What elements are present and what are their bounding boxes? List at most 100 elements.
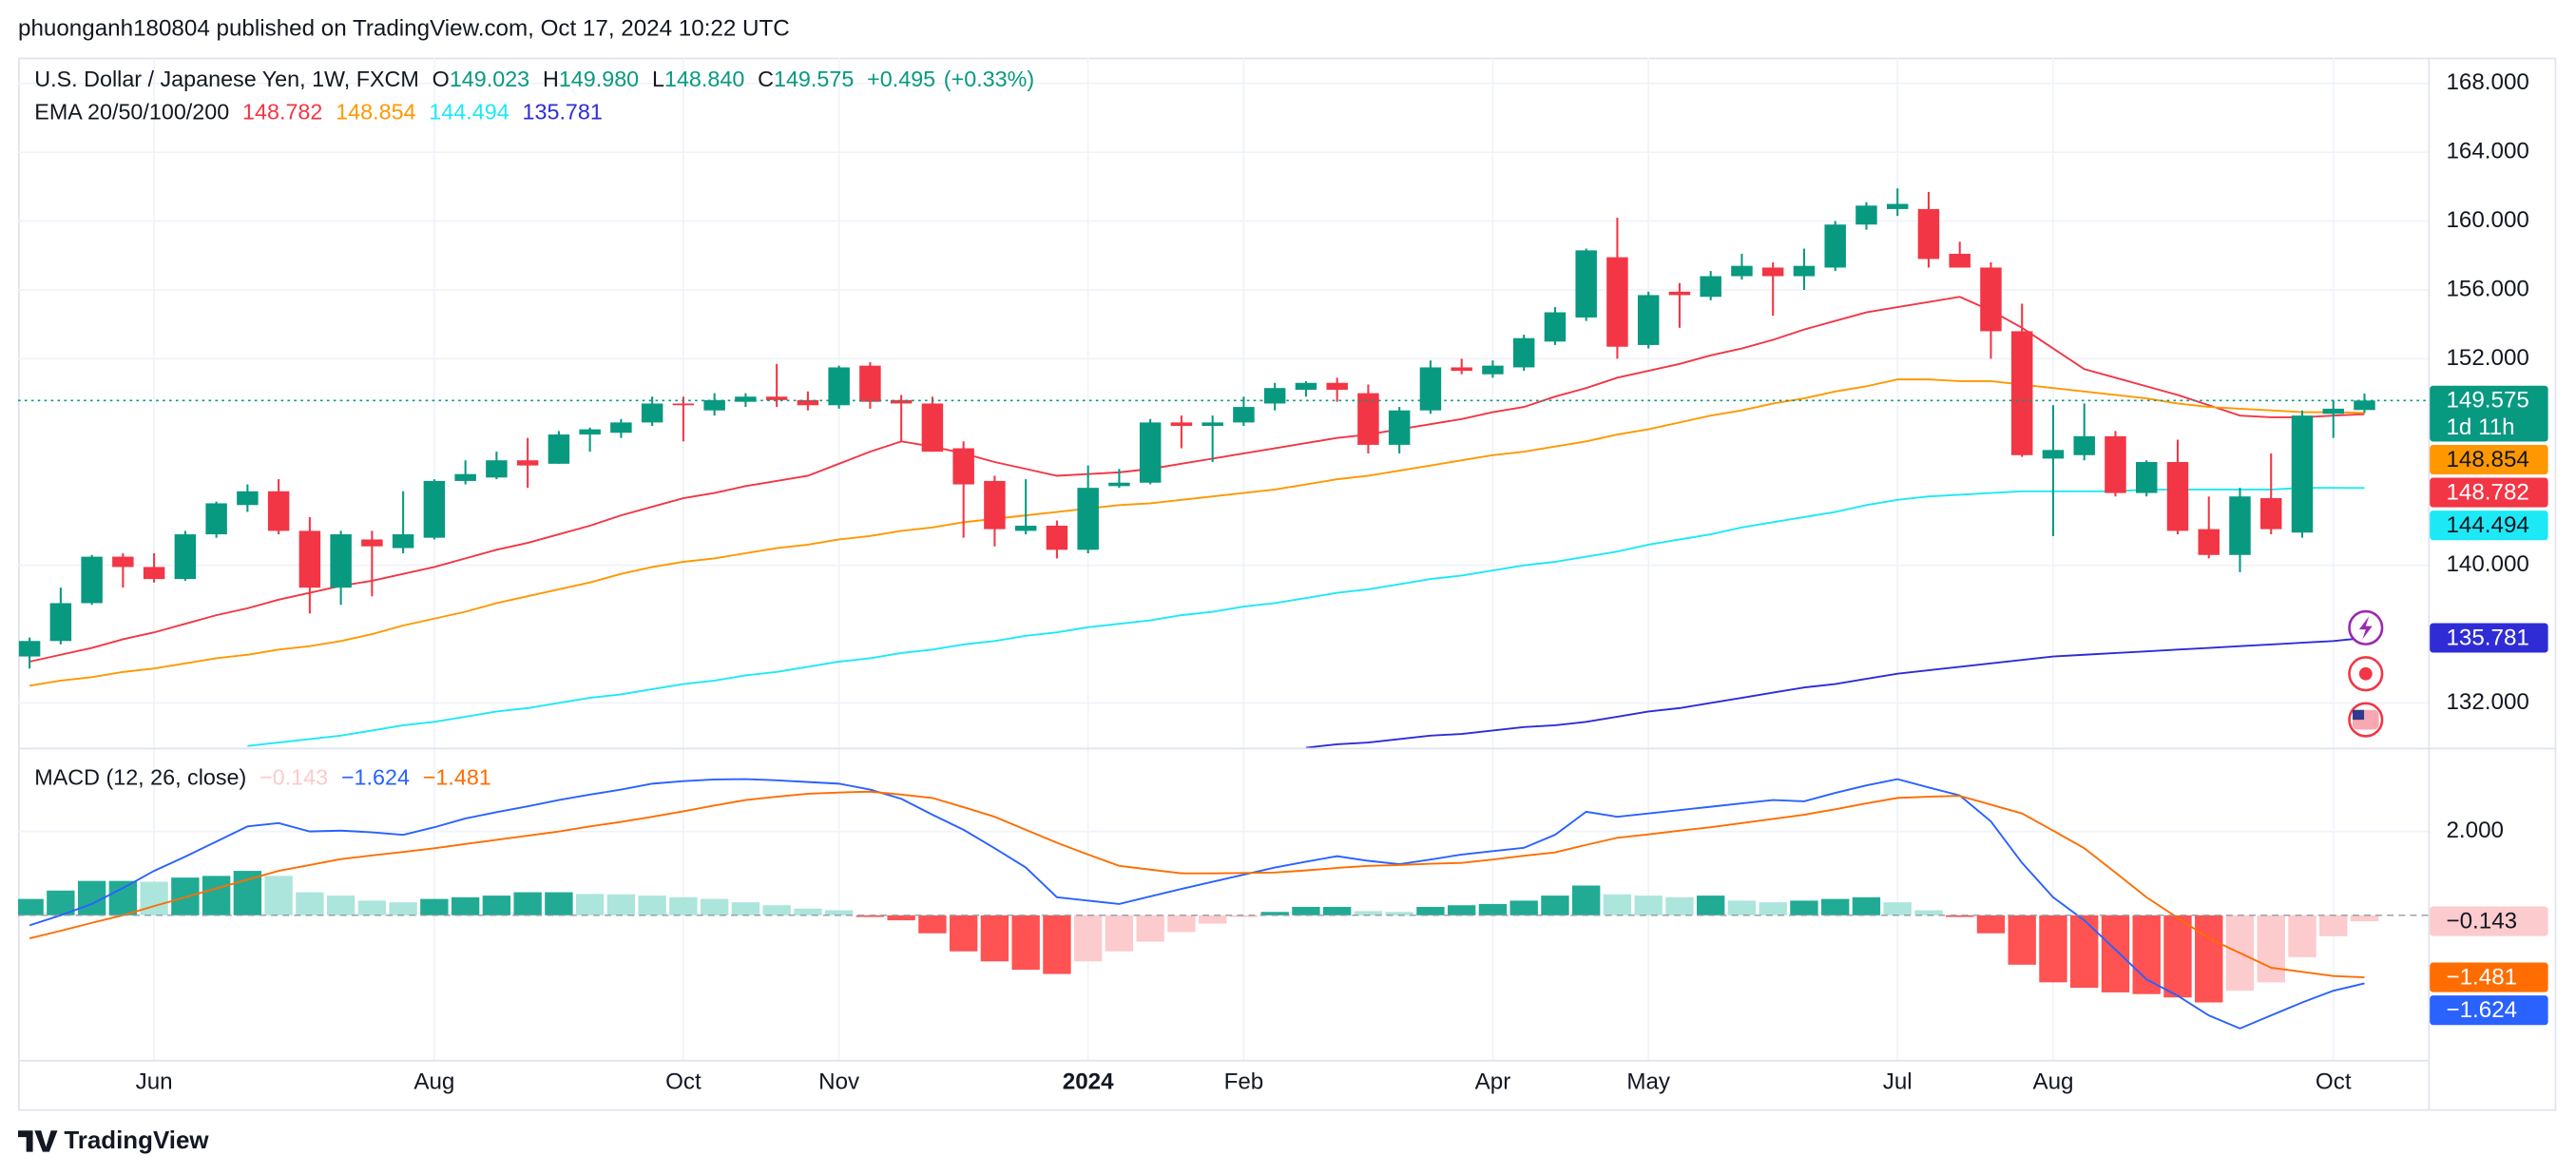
price-badge-label: −0.143 — [2446, 908, 2517, 934]
change-percent: (+0.33%) — [944, 67, 1034, 91]
candle-body — [1451, 367, 1472, 372]
x-tick-label: Oct — [665, 1069, 702, 1094]
candle-body — [1917, 208, 1940, 260]
histogram-bar — [2163, 915, 2192, 998]
ema-value: 144.494 — [429, 100, 509, 125]
candle-body — [1139, 422, 1162, 483]
histogram-bar — [1665, 896, 1694, 915]
candle-body — [1855, 205, 1877, 225]
y-tick-label: 132.000 — [2446, 689, 2528, 715]
histogram-bar — [1011, 915, 1040, 971]
histogram-bar — [2288, 915, 2316, 957]
histogram-bar — [2132, 915, 2161, 994]
x-tick-label: Aug — [413, 1069, 454, 1094]
histogram-bar — [1697, 896, 1725, 915]
candle-body — [703, 399, 725, 411]
candle-body — [672, 403, 695, 406]
histogram-bar — [513, 892, 542, 915]
candle-body — [330, 534, 352, 588]
candle-body — [1201, 422, 1223, 427]
candle-body — [486, 460, 508, 478]
candle-body — [2229, 496, 2251, 555]
price-pane — [18, 188, 2429, 748]
candle-body — [1761, 267, 1784, 277]
histogram-bar — [1759, 902, 1787, 915]
price-badge — [2430, 444, 2548, 475]
symbol-title: U.S. Dollar / Japanese Yen, 1W, FXCM — [34, 67, 419, 91]
footer-logo: TradingView — [18, 1127, 209, 1154]
histogram-bar — [1260, 912, 1289, 915]
histogram-bar — [700, 898, 729, 915]
histogram-bar — [669, 896, 698, 915]
candle-body — [516, 460, 539, 466]
side-icons — [2348, 609, 2384, 738]
macd-value: −1.481 — [423, 765, 491, 790]
ema-line — [247, 487, 2365, 747]
candle-body — [2105, 435, 2126, 493]
price-badge — [2430, 995, 2548, 1026]
price-badge-label: 149.575 — [2446, 388, 2528, 414]
candle-body — [1326, 382, 1348, 390]
ohlc-value: 148.840 — [664, 67, 744, 91]
price-badge-label: 148.782 — [2446, 479, 2528, 505]
candle-body — [112, 556, 134, 568]
histogram-bar — [2101, 915, 2130, 992]
candle-body — [2259, 498, 2282, 530]
chart-frame — [18, 57, 2557, 1111]
histogram-bar — [1292, 906, 1320, 915]
candle-body — [2198, 529, 2220, 555]
price-badge — [2430, 477, 2548, 508]
x-tick-label: 2024 — [1063, 1069, 1114, 1094]
change-value: +0.495 — [867, 67, 935, 91]
candle-body — [1357, 393, 1379, 445]
candle-body — [1014, 525, 1037, 531]
histogram-bar — [1322, 906, 1352, 915]
candle-body — [828, 367, 850, 406]
candle-body — [2166, 462, 2189, 531]
candle-body — [423, 480, 446, 538]
ohlc-label: C — [758, 67, 774, 91]
histogram-bar — [264, 876, 293, 915]
histogram-bar — [575, 894, 605, 915]
histogram-bar — [108, 880, 138, 915]
x-tick-label: Jul — [1883, 1069, 1913, 1094]
histogram-bar — [1447, 905, 1476, 915]
histogram-bar — [887, 915, 915, 921]
candle-body — [765, 396, 788, 400]
candle-body — [1233, 407, 1255, 423]
y-tick-label: 168.000 — [2446, 69, 2528, 95]
histogram-bar — [1571, 885, 1601, 915]
candle-body — [2135, 462, 2158, 493]
histogram-bar — [545, 892, 573, 915]
histogram-bar — [2257, 915, 2285, 983]
candle-body — [298, 530, 321, 588]
histogram-bar — [1946, 915, 1974, 917]
candle-body — [1388, 410, 1411, 445]
histogram-bar — [2195, 915, 2223, 1003]
candle-body — [205, 503, 227, 535]
y-tick-label: 152.000 — [2446, 345, 2528, 371]
candle-body — [1700, 276, 1721, 298]
histogram-bar — [1073, 915, 1103, 962]
ema-value: 148.782 — [242, 100, 322, 125]
candle-body — [1637, 295, 1660, 345]
histogram-bar — [482, 896, 511, 915]
x-tick-label: Oct — [2316, 1069, 2352, 1094]
histogram-bar — [731, 902, 760, 915]
candle-body — [1046, 525, 1068, 550]
logo-mark — [18, 1130, 58, 1152]
price-badge — [2430, 510, 2548, 541]
flag-canton — [2352, 709, 2365, 721]
y-tick-label: 140.000 — [2446, 551, 2528, 577]
candle-body — [641, 403, 663, 423]
candle-body — [1949, 253, 1970, 268]
histogram-bar — [1509, 900, 1538, 915]
histogram-bar — [77, 880, 106, 915]
candle-body — [1295, 382, 1317, 390]
ohlc-label: L — [652, 67, 664, 91]
candle-body — [81, 556, 103, 604]
ohlc-value: 149.575 — [774, 67, 854, 91]
histogram-bar — [1385, 912, 1413, 915]
ohlc-label: H — [543, 67, 559, 91]
